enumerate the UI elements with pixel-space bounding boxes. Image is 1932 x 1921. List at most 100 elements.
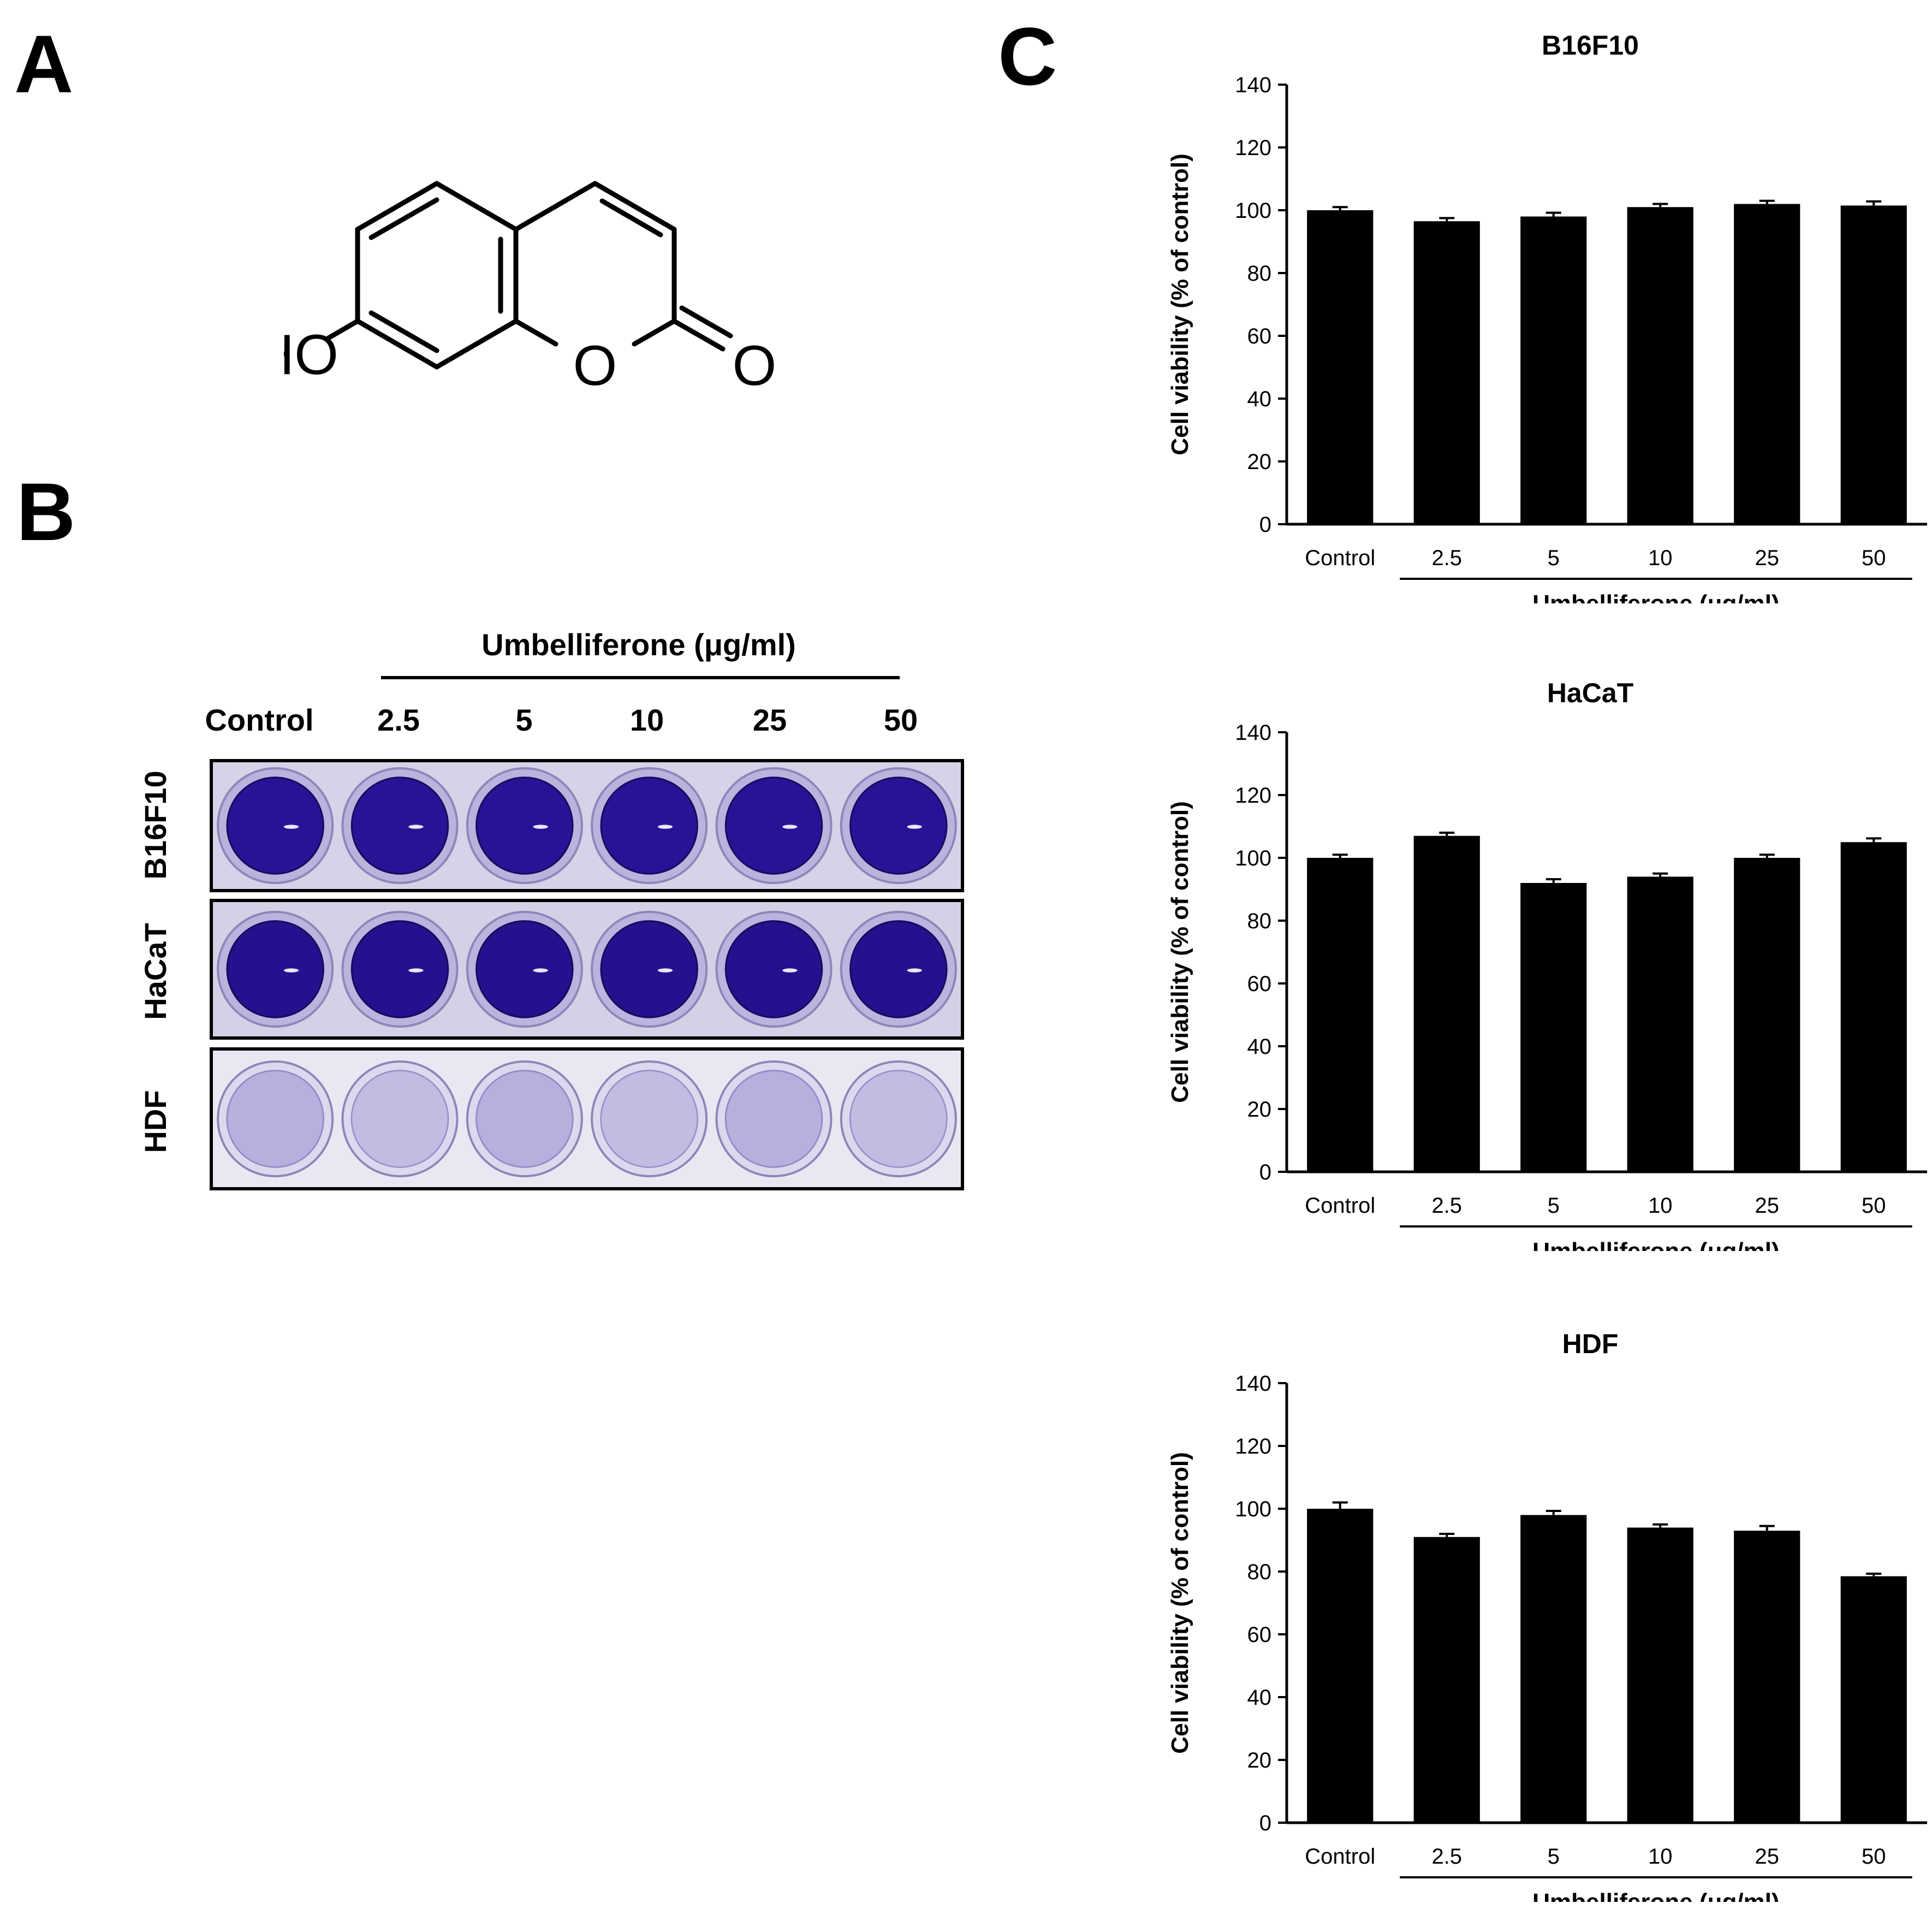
plate-well	[217, 1060, 334, 1178]
y-axis-label: Cell viability (% of control)	[1167, 153, 1193, 455]
y-tick-label: 140	[1235, 1372, 1271, 1396]
bar	[1307, 1509, 1374, 1823]
bar	[1734, 858, 1800, 1172]
x-tick-label: 2.5	[1431, 546, 1462, 570]
bar	[1627, 876, 1693, 1172]
x-tick-label: Control	[1305, 1194, 1375, 1218]
y-tick-label: 80	[1247, 909, 1272, 933]
y-tick-label: 40	[1247, 387, 1272, 411]
y-tick-label: 60	[1247, 972, 1272, 996]
plate-well	[591, 767, 708, 885]
y-tick-label: 60	[1247, 324, 1272, 348]
plate-well	[840, 1060, 957, 1178]
plate-col-label: 5	[515, 703, 533, 737]
x-tick-label: 10	[1648, 546, 1673, 570]
y-tick-label: 80	[1247, 1560, 1272, 1584]
y-tick-label: 0	[1259, 1160, 1271, 1184]
plate-treatment-underline	[381, 676, 900, 679]
plate-col-label: 10	[629, 703, 664, 737]
chart-title: B16F10	[1542, 30, 1639, 61]
bar	[1840, 205, 1907, 524]
y-tick-label: 120	[1235, 1434, 1271, 1458]
y-tick-label: 100	[1235, 199, 1271, 223]
bar	[1413, 835, 1480, 1172]
plate-well	[715, 1060, 833, 1178]
plate-well	[217, 910, 334, 1028]
y-tick-label: 100	[1235, 1497, 1271, 1521]
y-axis-label: Cell viability (% of control)	[1167, 1452, 1193, 1754]
bar-chart-b16f10: B16F10 0 20 40 60 80 100 120 140 Cell viability (…	[1130, 0, 1932, 617]
x-tick-label: 25	[1755, 546, 1780, 570]
bar	[1307, 858, 1374, 1172]
y-tick-label: 40	[1247, 1035, 1272, 1059]
bar	[1627, 1527, 1693, 1823]
x-axis-label: Umbelliferone (μg/ml)	[1532, 590, 1779, 603]
x-tick-label: 50	[1862, 1194, 1886, 1218]
panel-label-a: A	[14, 18, 74, 110]
y-tick-label: 140	[1235, 721, 1271, 745]
ring-oxygen-label: O	[573, 334, 617, 398]
plate-treatment-title: Umbelliferone (μg/ml)	[481, 627, 796, 662]
bar	[1627, 207, 1693, 524]
plate-well	[591, 910, 708, 1028]
plate-col-label: 2.5	[377, 703, 420, 737]
bar	[1307, 210, 1374, 524]
y-tick-label: 0	[1259, 513, 1271, 537]
chart-title: HaCaT	[1547, 678, 1633, 708]
y-tick-label: 40	[1247, 1686, 1272, 1710]
bar	[1734, 1531, 1800, 1823]
plate-well	[466, 910, 583, 1028]
y-tick-label: 20	[1247, 450, 1272, 474]
hydroxyl-label: HO	[284, 323, 338, 387]
x-tick-label: 5	[1548, 1194, 1560, 1218]
x-tick-label: 10	[1648, 1194, 1673, 1218]
x-tick-label: 5	[1548, 1845, 1560, 1869]
plate-col-label: 50	[883, 703, 918, 737]
x-axis-label: Umbelliferone (μg/ml)	[1532, 1238, 1779, 1251]
bar-chart-hdf: HDF 0 20 40 60 80 100 120 140 Cell viability (% o…	[1130, 1299, 1932, 1916]
plate-background	[213, 902, 961, 1036]
y-axis-label: Cell viability (% of control)	[1167, 801, 1193, 1103]
x-tick-label: 5	[1548, 546, 1560, 570]
molecule-bonds	[325, 181, 733, 370]
plate-image-b16f10	[210, 759, 964, 892]
plate-row-label: HDF	[138, 1090, 173, 1153]
bar	[1734, 204, 1800, 524]
x-tick-label: 2.5	[1431, 1845, 1462, 1869]
x-tick-label: Control	[1305, 1845, 1375, 1869]
y-tick-label: 120	[1235, 784, 1271, 808]
bar	[1520, 883, 1587, 1172]
panel-label-b: B	[16, 466, 76, 558]
bar	[1520, 216, 1587, 524]
x-tick-label: 25	[1755, 1194, 1780, 1218]
carbonyl-oxygen-label: O	[733, 334, 777, 398]
plate-col-label: Control	[205, 703, 314, 737]
plate-row-label: B16F10	[138, 770, 173, 880]
y-tick-label: 0	[1259, 1811, 1271, 1835]
plate-well	[840, 910, 957, 1028]
bar	[1840, 842, 1907, 1172]
y-tick-label: 60	[1247, 1623, 1272, 1647]
bar-chart-hacat: HaCaT 0 20 40 60 80 100 120 140 Cell viability (%…	[1130, 648, 1932, 1265]
plate-well	[466, 1060, 583, 1178]
x-tick-label: 25	[1755, 1845, 1780, 1869]
x-axis-label: Umbelliferone (μg/ml)	[1532, 1889, 1779, 1902]
y-tick-label: 20	[1247, 1748, 1272, 1772]
plate-image-hdf	[210, 1047, 964, 1190]
plate-image-hacat	[210, 899, 964, 1040]
x-tick-label: Control	[1305, 546, 1375, 570]
y-tick-label: 140	[1235, 73, 1271, 97]
bar	[1413, 221, 1480, 524]
plate-background	[213, 762, 961, 889]
y-tick-label: 80	[1247, 262, 1272, 286]
plate-col-label: 25	[752, 703, 787, 737]
plate-well	[341, 910, 459, 1028]
umbelliferone-structure: HO O O	[284, 181, 777, 398]
x-tick-label: 50	[1862, 1845, 1886, 1869]
plate-row-label: HaCaT	[138, 923, 173, 1020]
plate-well	[341, 1060, 459, 1178]
y-tick-label: 20	[1247, 1098, 1272, 1122]
plate-well	[341, 767, 459, 885]
bar	[1520, 1515, 1587, 1823]
bar	[1840, 1576, 1907, 1823]
